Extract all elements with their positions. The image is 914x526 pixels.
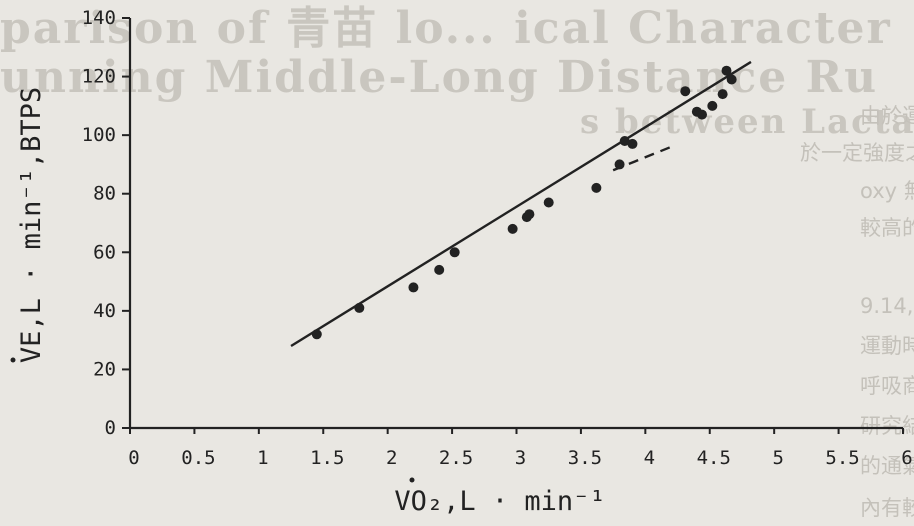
data-point (614, 159, 625, 170)
y-tick-label: 20 (93, 358, 116, 380)
x-tick-label: 3 (515, 447, 526, 469)
y-tick-label: 120 (82, 66, 116, 88)
background-text-line: oxy 無氧閾值，判斷乳酸閾值及通氣閾值之變化 (860, 179, 914, 203)
background-text-line: s between Lactate and Ventilatory Thresh… (580, 102, 914, 142)
x-axis-title: VO₂,L · min⁻¹ (394, 486, 605, 517)
x-tick-label: 1.5 (310, 447, 344, 469)
x-tick-label: 0.5 (181, 447, 215, 469)
background-text-line: 運動時的換氣量與氧攝取量的關係 (860, 334, 914, 358)
background-text-line: 的通氣量增加比例較高，與耐力表現有關 (860, 454, 914, 478)
data-point (627, 138, 638, 149)
background-text-line: 於一定強度之後呈現非線性增加之現象，此即 (800, 141, 914, 165)
y-axis-title: VE,L · min⁻¹,BTPS (16, 87, 47, 363)
data-point (591, 182, 602, 193)
background-text-line: 研究結果顯示長跑選手於中高強度時 (860, 414, 914, 438)
dashed-fit-line (612, 145, 672, 172)
chart-ticks: 0 20 40 60 80 100 120 140 0 0.5 1 1.5 2 2.5 3 3.5 4 4.5 5 5… (82, 7, 913, 469)
y-axis-title-dot (10, 357, 16, 363)
x-axis-title-dot (409, 477, 415, 483)
background-text-line: 呼吸商與運動強度的變化之關係， (860, 374, 914, 398)
y-tick-label: 40 (93, 300, 116, 322)
y-tick-label: 80 (93, 183, 116, 205)
x-tick-label: 4 (644, 447, 655, 469)
x-tick-label: 3.5 (568, 447, 602, 469)
y-tick-label: 60 (93, 241, 116, 263)
data-point (449, 247, 460, 258)
x-tick-label: 2 (386, 447, 397, 469)
fit-lines (290, 60, 752, 348)
background-text-line: 由於運動強度增加使乳酸及通氣量增加之趨勢 (860, 104, 914, 128)
background-text-line: 9.14,18,22] 結果顯示本研究以VO2V1為指標 (860, 294, 914, 318)
x-tick-label: 6 (901, 447, 912, 469)
data-point (707, 100, 718, 111)
y-tick-label: 140 (82, 7, 116, 29)
data-point (680, 86, 691, 97)
data-point (311, 329, 322, 340)
data-point (408, 282, 419, 293)
data-point (434, 264, 445, 275)
data-points (311, 65, 737, 340)
data-point (543, 197, 554, 208)
data-point (507, 223, 518, 234)
y-tick-label: 0 (105, 417, 116, 439)
data-point (619, 136, 630, 146)
x-tick-label: 5 (772, 447, 783, 469)
x-tick-label: 2.5 (439, 447, 473, 469)
chart-axes (128, 18, 903, 430)
y-tick-label: 100 (82, 124, 116, 146)
x-tick-label: 5.5 (825, 447, 859, 469)
data-point (524, 209, 535, 220)
solid-fit-line (290, 60, 752, 348)
background-text-line: 較高的有氧能力表示肌肉氧化能力較佳， (860, 216, 914, 240)
data-point (717, 89, 728, 100)
data-point (354, 302, 365, 313)
background-text-line: parison of 青苗 lo... ical Character (0, 3, 892, 54)
x-tick-label: 1 (257, 447, 268, 469)
data-point (726, 74, 737, 85)
x-tick-label: 0 (128, 447, 139, 469)
data-point (697, 109, 708, 120)
axis-titles: VO₂,L · min⁻¹ VE,L · min⁻¹,BTPS (10, 87, 606, 517)
background-text-line: 內有較佳的有氧代謝能力表示 (860, 496, 914, 520)
data-point (721, 65, 732, 76)
x-tick-label: 4.5 (697, 447, 731, 469)
